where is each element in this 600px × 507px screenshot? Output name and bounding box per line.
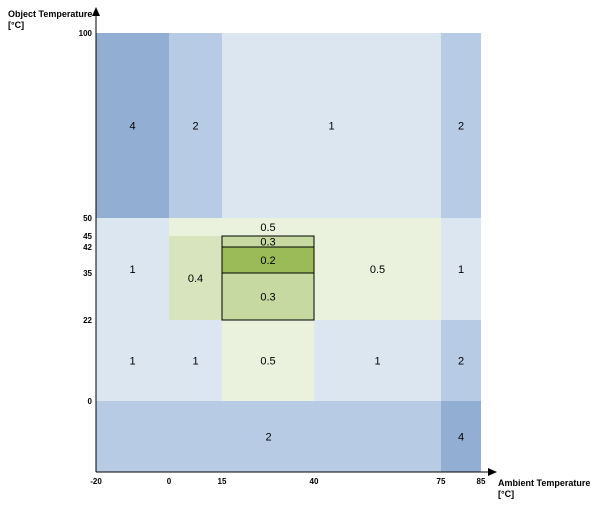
cell-label-19: 4 xyxy=(458,432,464,444)
cell-label-2: 1 xyxy=(328,121,334,133)
x-tick-label-4: 75 xyxy=(437,477,446,486)
cell-label-15: 0.5 xyxy=(260,356,275,368)
x-tick-label-3: 40 xyxy=(310,477,319,486)
heatmap-cell-15 xyxy=(222,320,314,401)
heatmap-cell-12 xyxy=(441,218,481,320)
heatmap-cell-11 xyxy=(314,218,441,320)
y-tick-label-6: 100 xyxy=(79,29,93,38)
heatmap-cell-1 xyxy=(169,33,222,218)
cell-label-6: 0.4 xyxy=(188,273,203,285)
x-tick-label-0: -20 xyxy=(90,477,102,486)
cell-label-4: 1 xyxy=(129,264,135,276)
highlight-outline-10 xyxy=(221,272,315,321)
chart-cells xyxy=(96,33,481,472)
cell-label-17: 2 xyxy=(458,356,464,368)
y-tick-label-3: 42 xyxy=(83,243,92,252)
x-tick-label-1: 0 xyxy=(167,477,172,486)
chart-outlines xyxy=(221,235,315,321)
chart-cell-labels: 4 2 1 2 1 0.4 0.5 0.3 0.2 0.3 0.5 1 1 1 0.5 1 2 2 4 xyxy=(129,121,464,444)
cell-label-7: 0.5 xyxy=(260,222,275,234)
cell-label-11: 0.5 xyxy=(370,264,385,276)
cell-label-13: 1 xyxy=(129,356,135,368)
heatmap-cell-8 xyxy=(222,236,314,247)
heatmap-cell-16 xyxy=(314,320,441,401)
heatmap-cell-6 xyxy=(169,236,222,320)
cell-label-0: 4 xyxy=(129,121,135,133)
cell-label-16: 1 xyxy=(374,356,380,368)
y-axis-unit: [°C] xyxy=(8,20,24,30)
heatmap-cell-5 xyxy=(169,218,222,236)
x-axis-unit: [°C] xyxy=(498,489,514,499)
y-tick-label-4: 45 xyxy=(83,232,92,241)
y-tick-labels: 0 22 35 42 45 50 100 xyxy=(79,29,93,406)
heatmap-cell-13 xyxy=(96,320,169,401)
cell-label-3: 2 xyxy=(458,121,464,133)
heatmap-cell-4 xyxy=(96,218,169,320)
x-tick-label-5: 85 xyxy=(477,477,486,486)
heatmap-cell-3 xyxy=(441,33,481,218)
y-tick-label-2: 35 xyxy=(83,269,92,278)
heatmap-cell-7 xyxy=(222,218,314,236)
x-tick-labels: -20 0 15 40 75 85 xyxy=(90,477,486,486)
heatmap-cell-18 xyxy=(96,401,441,472)
x-tick-label-2: 15 xyxy=(218,477,227,486)
cell-label-9: 0.2 xyxy=(260,255,275,267)
heatmap-cell-10 xyxy=(222,273,314,320)
x-axis-title: Ambient Temperature xyxy=(498,478,590,488)
x-axis-arrow xyxy=(488,468,497,476)
y-tick-label-5: 50 xyxy=(83,214,92,223)
heatmap-cell-14 xyxy=(169,320,222,401)
cell-label-10: 0.3 xyxy=(260,292,275,304)
y-axis-title: Object Temperature xyxy=(8,9,92,19)
y-tick-label-0: 0 xyxy=(88,397,93,406)
heatmap-cell-9 xyxy=(222,247,314,273)
heatmap-cell-17 xyxy=(441,320,481,401)
cell-label-18: 2 xyxy=(265,432,271,444)
cell-label-14: 1 xyxy=(192,356,198,368)
cell-label-1: 2 xyxy=(192,121,198,133)
heatmap-cell-2 xyxy=(222,33,441,218)
cell-label-12: 1 xyxy=(458,264,464,276)
y-tick-label-1: 22 xyxy=(83,316,92,325)
cell-label-8: 0.3 xyxy=(260,237,275,249)
heatmap-cell-19 xyxy=(441,401,481,472)
y-axis-arrow xyxy=(92,7,100,16)
heatmap-cell-0 xyxy=(96,33,169,218)
